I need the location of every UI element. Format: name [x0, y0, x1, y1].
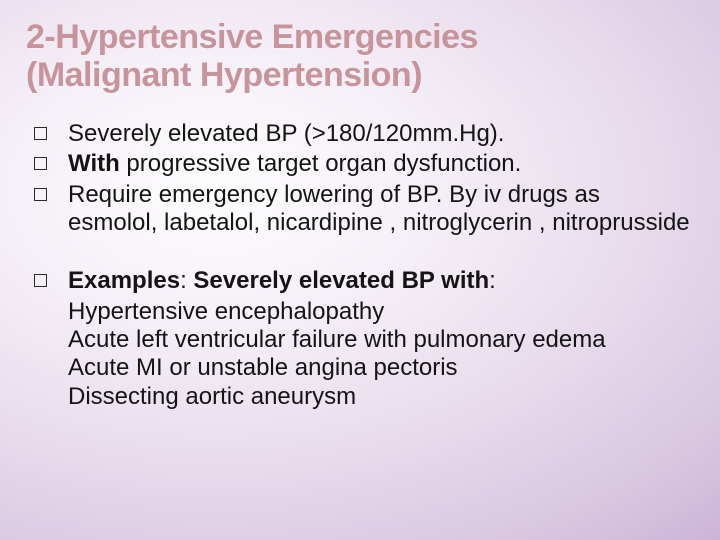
- bullet-text: :: [180, 267, 193, 294]
- sub-line: Dissecting aortic aneurysm: [26, 383, 694, 411]
- sub-line: Hypertensive encephalopathy: [26, 298, 694, 326]
- bullet-list: Severely elevated BP (>180/120mm.Hg). Wi…: [26, 120, 694, 237]
- title-line-2: (Malignant Hypertension): [26, 56, 422, 94]
- bullet-text: :: [489, 267, 496, 294]
- bullet-bold: Examples: [68, 267, 180, 294]
- bullet-item: Examples: Severely elevated BP with:: [68, 267, 694, 295]
- bullet-list-2: Examples: Severely elevated BP with:: [26, 267, 694, 295]
- bullet-bold: With: [68, 150, 120, 177]
- title-line-1: 2-Hypertensive Emergencies: [26, 18, 478, 56]
- bullet-item: Severely elevated BP (>180/120mm.Hg).: [68, 120, 694, 148]
- slide-title: 2-Hypertensive Emergencies (Malignant Hy…: [26, 18, 694, 94]
- spacer: [26, 239, 694, 267]
- bullet-item: Require emergency lowering of BP. By iv …: [68, 181, 694, 238]
- bullet-item: With progressive target organ dysfunctio…: [68, 150, 694, 178]
- bullet-text: progressive target organ dysfunction.: [120, 150, 522, 177]
- sub-line: Acute left ventricular failure with pulm…: [26, 326, 694, 354]
- bullet-bold: Severely elevated BP with: [193, 267, 489, 294]
- sub-line: Acute MI or unstable angina pectoris: [26, 354, 694, 382]
